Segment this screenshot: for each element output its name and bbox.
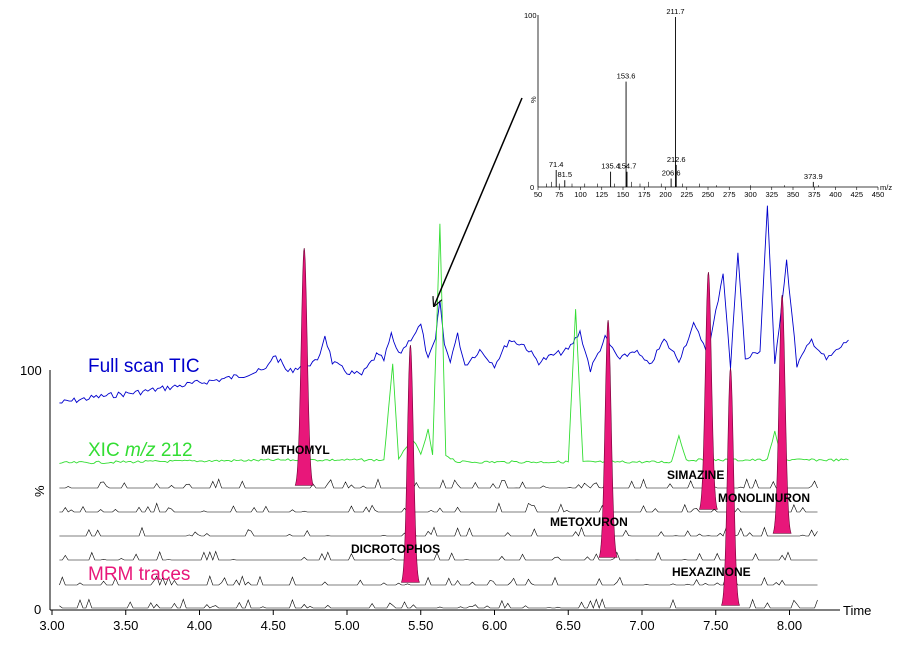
- trace-xic-m-z-212: [59, 223, 849, 465]
- mrm-peak-simazine: [698, 271, 718, 510]
- x-tick-label: 5.00: [334, 618, 359, 633]
- xic-prefix: XIC: [88, 440, 125, 461]
- xic-italic: m/z: [125, 440, 156, 461]
- inset-spectrum: 100 0 % m/z 50 75 100 125 150 175 200 225 250 275…: [524, 7, 892, 199]
- x-tick-label: 3.00: [39, 618, 64, 633]
- inset-x-tick-label: 300: [744, 190, 757, 199]
- trace-mrm-trace-4: [59, 550, 818, 561]
- x-tick-label: 5.50: [408, 618, 433, 633]
- peak-label-simazine: SIMAZINE: [667, 468, 724, 482]
- x-tick-label: 3.50: [113, 618, 138, 633]
- inset-peak-label: 212.6: [667, 155, 686, 164]
- inset-x-tick-label: 200: [659, 190, 672, 199]
- series-layer: [59, 205, 849, 609]
- trace-mrm-trace-3: [59, 526, 818, 537]
- x-tick-label: 7.50: [703, 618, 728, 633]
- trace-mrm-trace-6: [59, 598, 818, 609]
- inset-x-tick-label: 425: [850, 190, 863, 199]
- x-tick-label: 6.50: [556, 618, 581, 633]
- trace-mrm-trace-5: [59, 575, 818, 586]
- inset-peak-label: 206.6: [662, 169, 681, 178]
- inset-y-tick-0: 0: [530, 183, 534, 192]
- peak-label-monolinuron: MONOLINURON: [718, 491, 810, 505]
- y-axis-label: %: [32, 485, 47, 497]
- y-tick-label-100: 100: [20, 363, 42, 378]
- inset-x-tick-label: 75: [555, 190, 563, 199]
- x-ticks: 3.00 3.50 4.00 4.50 5.00 5.50 6.00 6.50 7.00 7.50…: [39, 610, 802, 633]
- mrm-peak-dicrotophos: [400, 344, 420, 583]
- inset-x-tick-label: 325: [765, 190, 778, 199]
- inset-peak-label: 71.4: [549, 160, 564, 169]
- inset-x-tick-label: 275: [723, 190, 736, 199]
- inset-x-tick-label: 400: [829, 190, 842, 199]
- x-tick-label: 8.00: [777, 618, 802, 633]
- inset-x-tick-label: 150: [617, 190, 630, 199]
- trace-mrm-trace-2: [59, 502, 818, 513]
- inset-y-label: %: [529, 96, 538, 103]
- inset-x-tick-label: 225: [680, 190, 693, 199]
- inset-x-tick-label: 100: [574, 190, 587, 199]
- trace-mrm-trace-1: [59, 478, 818, 489]
- y-tick-label-0: 0: [34, 602, 41, 617]
- xic-suffix: 212: [156, 440, 193, 461]
- inset-x-tick-label: 375: [808, 190, 821, 199]
- trace-label-mrm: MRM traces: [88, 564, 190, 585]
- peak-label-methomyl: METHOMYL: [261, 443, 330, 457]
- inset-peak-label: 153.6: [617, 72, 636, 81]
- mrm-peak-metoxuron: [598, 319, 618, 558]
- x-tick-label: 7.00: [629, 618, 654, 633]
- x-axis-label: Time: [843, 603, 871, 618]
- inset-peak-label: 211.7: [666, 7, 684, 16]
- inset-x-tick-label: 175: [638, 190, 651, 199]
- inset-peak-label: 154.7: [618, 162, 637, 171]
- inset-x-label: m/z: [880, 183, 892, 192]
- inset-x-tick-label: 250: [702, 190, 715, 199]
- peak-label-dicrotophos: DICROTOPHOS: [351, 542, 440, 556]
- mrm-peak-methomyl: [294, 247, 314, 486]
- mrm-peak-layer: [294, 247, 792, 606]
- mrm-peak-monolinuron: [772, 294, 792, 534]
- inset-x-tick-label: 125: [595, 190, 608, 199]
- x-tick-label: 4.50: [261, 618, 286, 633]
- annotation-arrow: [434, 97, 523, 306]
- peak-label-metoxuron: METOXURON: [550, 515, 628, 529]
- x-tick-label: 4.00: [187, 618, 212, 633]
- inset-x-ticks: 50 75 100 125 150 175 200 225 250 275 300 325 350 375…: [534, 187, 884, 199]
- inset-peak-label: 81.5: [557, 170, 572, 179]
- peak-label-hexazinone: HEXAZINONE: [672, 565, 751, 579]
- trace-label-tic: Full scan TIC: [88, 356, 200, 377]
- trace-label-xic: XIC m/z 212: [88, 440, 193, 461]
- inset-x-tick-label: 450: [872, 190, 885, 199]
- x-tick-label: 6.00: [482, 618, 507, 633]
- inset-bars: 71.481.5 135.4 153.6 154.7 206.6 211.7 212.6 37…: [546, 7, 823, 187]
- trace-full-scan-tic: [59, 205, 849, 404]
- inset-peak-label: 135.4: [601, 162, 620, 171]
- inset-x-tick-label: 350: [787, 190, 800, 199]
- inset-x-tick-label: 50: [534, 190, 542, 199]
- mrm-peak-hexazinone: [721, 367, 740, 606]
- inset-y-tick-100: 100: [524, 11, 537, 20]
- inset-peak-label: 373.9: [804, 172, 823, 181]
